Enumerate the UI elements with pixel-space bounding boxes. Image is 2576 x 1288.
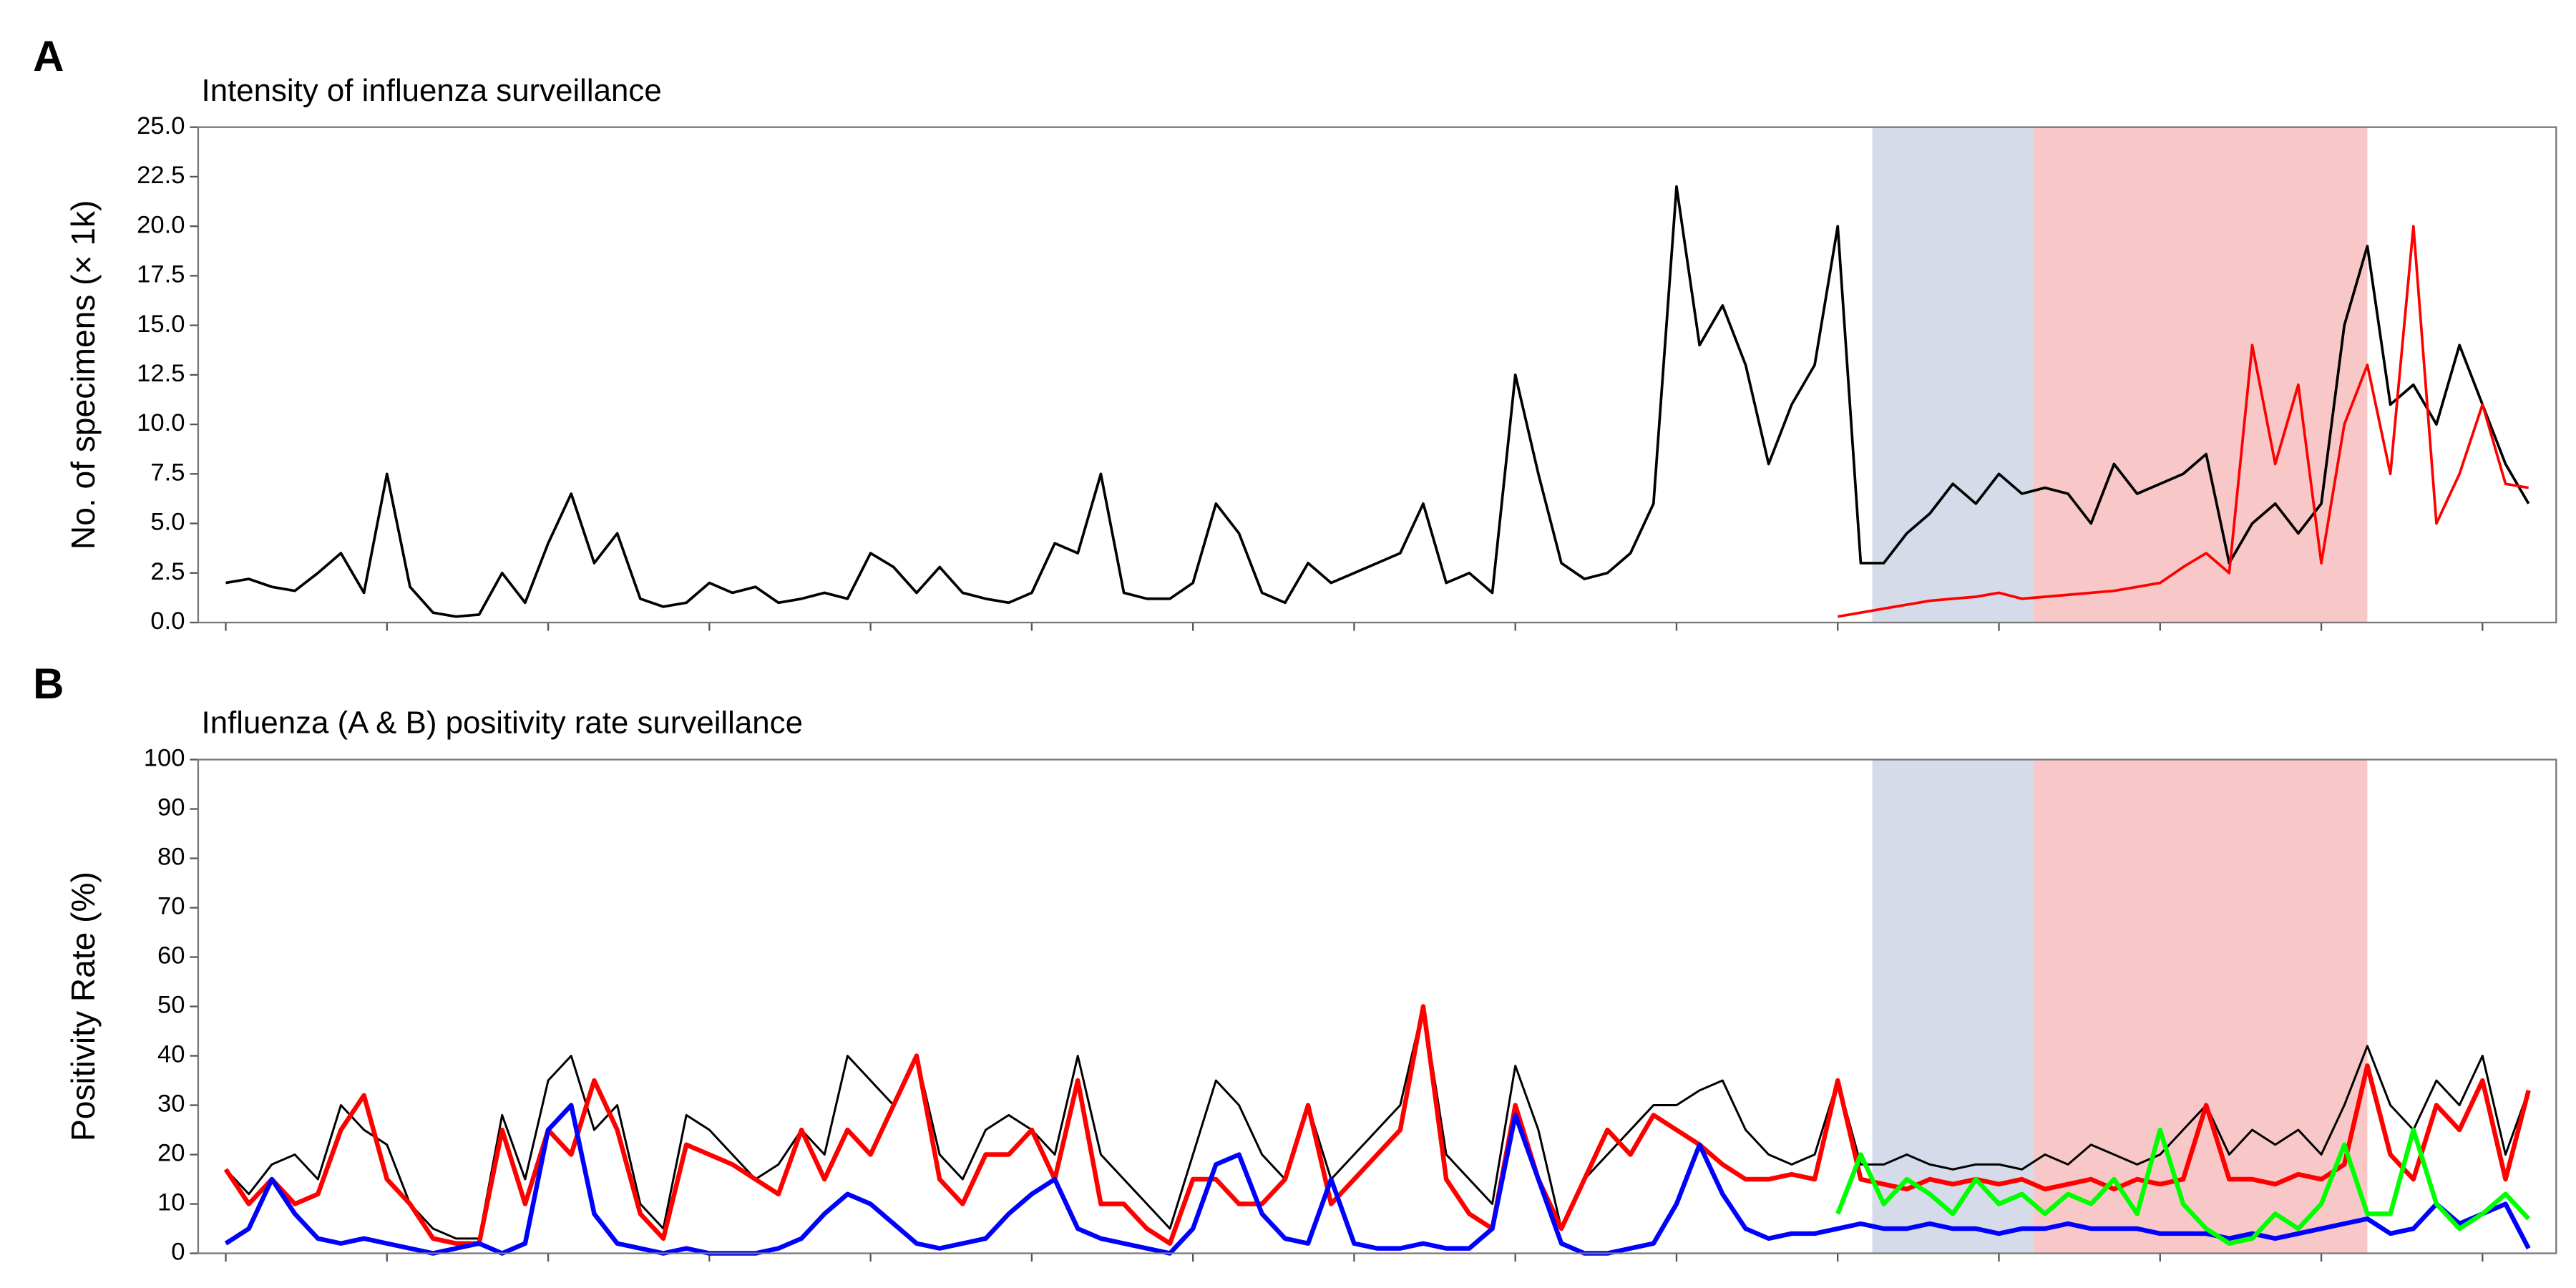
shaded-region <box>2033 127 2368 623</box>
series-line <box>225 185 2530 618</box>
panel-letter: B <box>33 660 64 708</box>
y-tick-label: 20 <box>157 1140 185 1167</box>
y-tick-label: 50 <box>157 992 185 1019</box>
plot-frame <box>197 126 2557 624</box>
y-axis-label: No. of specimens (× 1k) <box>64 200 102 550</box>
y-tick-label: 15.0 <box>137 311 185 338</box>
y-tick-label: 22.5 <box>137 162 185 189</box>
series-line <box>1835 1127 2531 1246</box>
shaded-region <box>2033 759 2368 1254</box>
y-tick-label: 0.0 <box>150 608 185 635</box>
y-axis-label: Positivity Rate (%) <box>64 872 102 1141</box>
y-tick-label: 17.5 <box>137 261 185 288</box>
panel-letter: A <box>33 32 64 80</box>
y-tick-label: 10.0 <box>137 409 185 436</box>
y-tick-label: 0 <box>171 1239 185 1266</box>
y-tick-label: 25.0 <box>137 112 185 140</box>
shaded-region <box>1872 759 2034 1254</box>
plot-frame <box>197 758 2557 1254</box>
y-tick-label: 20.0 <box>137 211 185 238</box>
y-tick-label: 90 <box>157 794 185 821</box>
y-tick-label: 30 <box>157 1091 185 1118</box>
y-tick-label: 12.5 <box>137 360 185 387</box>
y-tick-label: 5.0 <box>150 509 185 536</box>
panel-title: Intensity of influenza surveillance <box>202 73 662 108</box>
y-tick-label: 80 <box>157 844 185 871</box>
y-tick-label: 40 <box>157 1041 185 1068</box>
series-line <box>1837 225 2529 618</box>
y-tick-label: 10 <box>157 1189 185 1216</box>
y-tick-label: 70 <box>157 893 185 920</box>
y-tick-label: 7.5 <box>150 459 185 486</box>
shaded-region <box>1872 127 2034 623</box>
panel-title: Influenza (A & B) positivity rate survei… <box>202 706 803 741</box>
y-tick-label: 2.5 <box>150 558 185 585</box>
y-tick-label: 60 <box>157 942 185 970</box>
y-tick-label: 100 <box>144 745 185 772</box>
series-line <box>224 1103 2531 1256</box>
